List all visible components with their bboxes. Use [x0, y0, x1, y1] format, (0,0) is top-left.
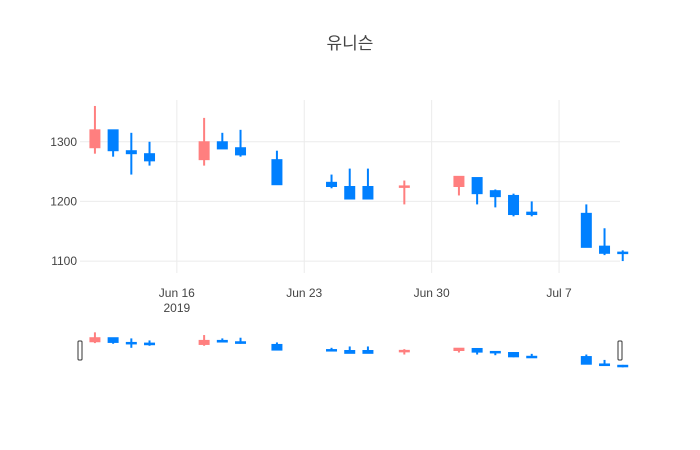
candle-body — [235, 341, 247, 344]
x-tick-label: Jul 7 — [546, 286, 572, 300]
candle-body — [271, 159, 283, 186]
candle-mini[interactable] — [216, 338, 228, 343]
candle[interactable] — [489, 189, 501, 208]
x-tick-label: Jun 23 — [286, 286, 322, 300]
candle-mini[interactable] — [580, 354, 592, 365]
candle[interactable] — [198, 117, 210, 166]
candle-mini[interactable] — [144, 340, 156, 346]
candle-body — [344, 350, 356, 354]
candle-mini[interactable] — [107, 337, 119, 344]
candle[interactable] — [344, 168, 356, 200]
candle[interactable] — [216, 132, 228, 150]
candle[interactable] — [144, 141, 156, 166]
candle-mini[interactable] — [89, 332, 101, 344]
grid-lines — [80, 100, 620, 273]
candle-body — [617, 251, 629, 255]
candle-mini[interactable] — [125, 338, 137, 348]
candle[interactable] — [599, 228, 611, 256]
candle-mini[interactable] — [362, 346, 374, 354]
candle[interactable] — [617, 250, 629, 262]
candle[interactable] — [326, 174, 338, 189]
candle-body — [526, 211, 538, 216]
candle-body — [398, 349, 410, 353]
x-tick-year-label: 2019 — [163, 301, 190, 315]
candle-body — [125, 341, 137, 345]
candle-body — [144, 342, 156, 346]
candle-body — [580, 212, 592, 248]
chart-title: 유니슨 — [327, 34, 374, 54]
candle-body — [508, 194, 520, 216]
y-tick-label: 1300 — [50, 135, 77, 149]
candle[interactable] — [362, 168, 374, 200]
candle-mini[interactable] — [508, 352, 520, 358]
candle-body — [526, 355, 538, 359]
candle-body — [453, 175, 465, 188]
candle-body — [471, 177, 483, 195]
candle-mini[interactable] — [271, 342, 283, 351]
candle-mini[interactable] — [344, 346, 356, 354]
candle-mini[interactable] — [198, 335, 210, 346]
candle[interactable] — [580, 204, 592, 248]
candle-body — [617, 364, 629, 368]
candle[interactable] — [271, 150, 283, 186]
candle-body — [326, 349, 338, 352]
candle-body — [216, 141, 228, 150]
candle-mini[interactable] — [526, 353, 538, 359]
candle-body — [599, 245, 611, 254]
candle[interactable] — [125, 132, 137, 175]
candle-body — [198, 339, 210, 345]
candle-body — [599, 363, 611, 367]
range-slider-left-handle[interactable] — [77, 340, 83, 361]
candle[interactable] — [526, 201, 538, 217]
candle-body — [326, 181, 338, 188]
candle[interactable] — [471, 177, 483, 205]
candle-body — [89, 337, 101, 343]
candle-body — [580, 356, 592, 365]
candle-body — [144, 153, 156, 162]
candle[interactable] — [235, 129, 247, 157]
candle-mini[interactable] — [326, 347, 338, 352]
candle-mini[interactable] — [471, 347, 483, 355]
candle-body — [362, 350, 374, 354]
range-slider-right-handle[interactable] — [617, 340, 623, 361]
candle[interactable] — [107, 129, 119, 157]
candle-body — [362, 186, 374, 200]
candle-mini[interactable] — [235, 337, 247, 344]
candle-body — [107, 129, 119, 152]
candle-body — [453, 347, 465, 352]
candle-body — [107, 337, 119, 343]
candle-mini[interactable] — [489, 350, 501, 356]
candle-body — [398, 185, 410, 188]
x-tick-label: Jun 30 — [414, 286, 450, 300]
y-axis-ticks: 1100 1200 1300 — [50, 135, 77, 268]
candle-body — [471, 347, 483, 353]
candle-body — [489, 350, 501, 354]
candle-body — [344, 186, 356, 200]
candle[interactable] — [89, 105, 101, 154]
candle-body — [271, 343, 283, 351]
candle-body — [125, 150, 137, 155]
candle-mini[interactable] — [617, 364, 629, 368]
y-tick-label: 1100 — [51, 254, 77, 268]
candle[interactable] — [508, 193, 520, 217]
candle[interactable] — [453, 175, 465, 196]
candle-body — [216, 339, 228, 343]
y-tick-label: 1200 — [50, 194, 77, 208]
candle-body — [198, 141, 210, 161]
range-slider[interactable] — [77, 331, 629, 370]
candle[interactable] — [398, 180, 410, 205]
candle-body — [235, 147, 247, 156]
candle-body — [508, 352, 520, 358]
candle-body — [489, 190, 501, 198]
candle-mini[interactable] — [453, 347, 465, 353]
x-tick-label: Jun 16 — [159, 286, 195, 300]
candles[interactable] — [89, 105, 629, 262]
candle-mini[interactable] — [599, 359, 611, 367]
candle-mini[interactable] — [398, 349, 410, 355]
candle-body — [89, 129, 101, 149]
